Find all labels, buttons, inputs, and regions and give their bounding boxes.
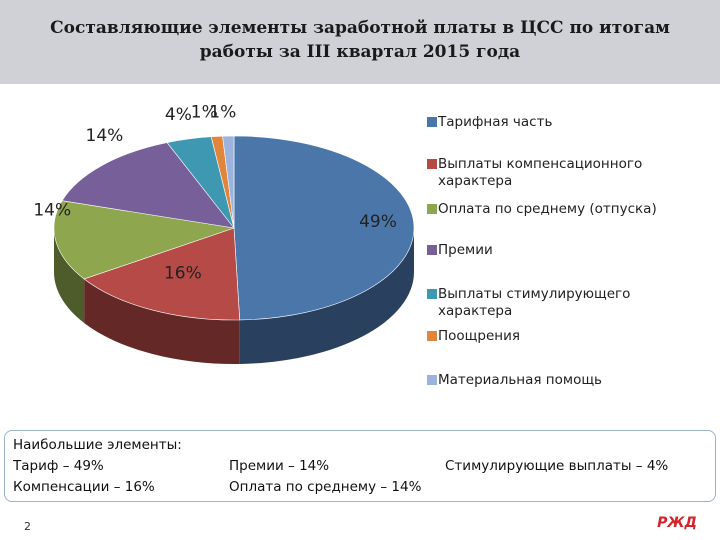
legend-swatch [427, 159, 437, 169]
pie-side-wall [239, 228, 414, 364]
legend-label: Премии [438, 242, 493, 258]
pie-data-label: 14% [86, 126, 124, 146]
summary-box: Наибольшие элементы: Тариф – 49% Компенс… [4, 430, 716, 502]
pie-slice [61, 142, 235, 229]
pie-slice [222, 135, 235, 229]
pie-data-label: 49% [359, 212, 397, 232]
summary-item: Стимулирующие выплаты – 4% [445, 458, 669, 474]
pie-tops [53, 135, 415, 321]
legend-swatch [427, 204, 437, 214]
pie-data-label: 1% [191, 103, 218, 123]
svg-text:РЖД: РЖД [657, 515, 697, 531]
legend-label: Материальная помощь [438, 372, 602, 388]
pie-data-label: 14% [33, 200, 71, 220]
summary-heading: Наибольшие элементы: [13, 437, 182, 453]
pie-slice [233, 135, 415, 321]
pie-sides [54, 228, 414, 364]
pie-side-wall [54, 228, 85, 323]
summary-item: Компенсации – 16% [13, 479, 155, 495]
summary-item: Оплата по среднему – 14% [229, 479, 422, 495]
pie-data-labels: 49%16%14%14%4%1%1% [33, 102, 397, 283]
legend-swatch [427, 289, 437, 299]
pie-chart: 49%16%14%14%4%1%1% Тарифная частьВыплаты… [33, 102, 657, 388]
pie-slice [83, 227, 241, 321]
summary-item: Тариф – 49% [13, 458, 104, 474]
slide-title: Составляющие элементы заработной платы в… [50, 18, 670, 62]
chart-legend: Тарифная часть Выплаты компенсационного ха… [427, 114, 657, 388]
legend-swatch [427, 375, 437, 385]
pie-slice [53, 200, 235, 280]
legend-swatch [427, 117, 437, 127]
pie-side-wall [84, 278, 240, 364]
pie-data-label: 16% [164, 264, 202, 284]
legend-swatch [427, 331, 437, 341]
legend-label: Тарифная часть [437, 114, 552, 130]
legend-swatch [427, 245, 437, 255]
page-number: 2 [24, 520, 31, 533]
title-bar: Составляющие элементы заработной платы в… [0, 0, 720, 84]
summary-item: Премии – 14% [229, 458, 330, 474]
legend-label: Оплата по среднему (отпуска) [438, 201, 657, 217]
rzd-logo-icon: РЖД [657, 515, 697, 531]
legend-label: Выплаты стимулирующего характера [438, 286, 630, 319]
legend-label: Выплаты компенсационного характера [438, 156, 642, 189]
pie-data-label: 4% [165, 105, 192, 125]
pie-data-label: 1% [209, 102, 236, 122]
legend-label: Поощрения [438, 328, 520, 344]
